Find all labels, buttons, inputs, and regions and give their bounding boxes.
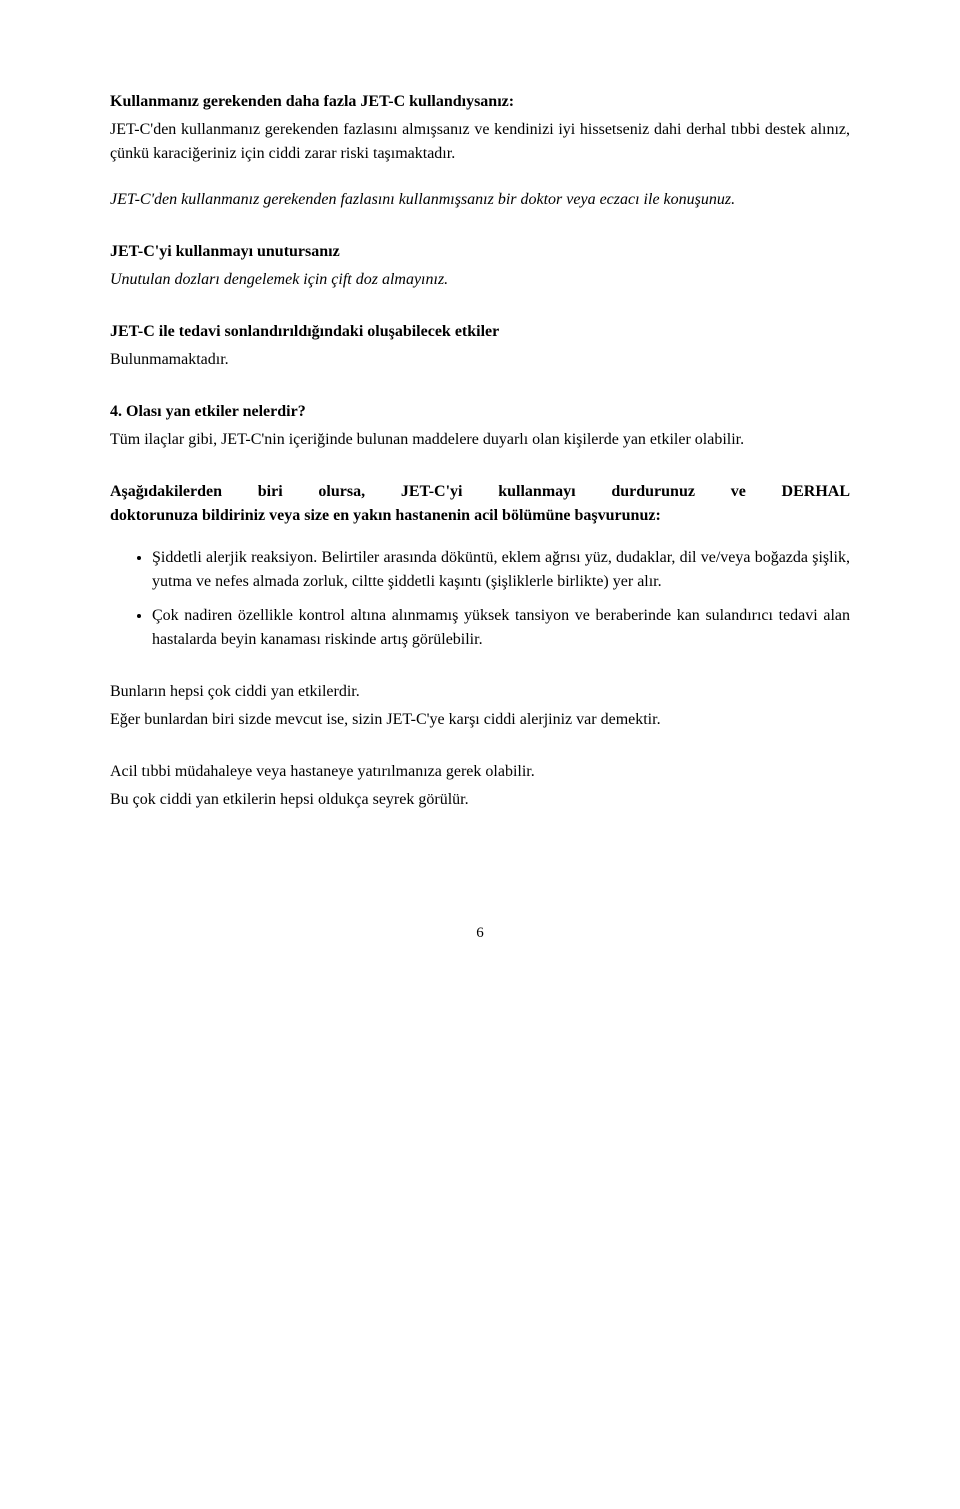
- side-effects-list: Şiddetli alerjik reaksiyon. Belirtiler a…: [110, 546, 850, 652]
- paragraph-serious-1: Bunların hepsi çok ciddi yan etkilerdir.: [110, 680, 850, 704]
- warn-w5: kullanmayı: [468, 480, 575, 504]
- heading-side-effects: 4. Olası yan etkiler nelerdir?: [110, 400, 850, 424]
- list-item: Şiddetli alerjik reaksiyon. Belirtiler a…: [152, 546, 850, 594]
- warn-w4: JET-C'yi: [371, 480, 463, 504]
- paragraph-warning: Aşağıdakilerden biri olursa, JET-C'yi ku…: [110, 480, 850, 528]
- paragraph-overdose-1: JET-C'den kullanmanız gerekenden fazlası…: [110, 118, 850, 166]
- heading-stop: JET-C ile tedavi sonlandırıldığındaki ol…: [110, 320, 850, 344]
- warn-line2: doktorunuza bildiriniz veya size en yakı…: [110, 504, 850, 528]
- list-item: Çok nadiren özellikle kontrol altına alı…: [152, 604, 850, 652]
- page-number: 6: [110, 922, 850, 945]
- paragraph-emergency-2: Bu çok ciddi yan etkilerin hepsi oldukça…: [110, 788, 850, 812]
- heading-forget: JET-C'yi kullanmayı unutursanız: [110, 240, 850, 264]
- warn-w6: durdurunuz: [581, 480, 695, 504]
- warn-w7: ve: [701, 480, 746, 504]
- warn-w3: olursa,: [288, 480, 365, 504]
- warn-w1: Aşağıdakilerden: [110, 480, 222, 504]
- warn-w2: biri: [228, 480, 283, 504]
- paragraph-overdose-2: JET-C'den kullanmanız gerekenden fazlası…: [110, 188, 850, 212]
- paragraph-side-effects-intro: Tüm ilaçlar gibi, JET-C'nin içeriğinde b…: [110, 428, 850, 452]
- paragraph-stop: Bulunmamaktadır.: [110, 348, 850, 372]
- paragraph-serious-2: Eğer bunlardan biri sizde mevcut ise, si…: [110, 708, 850, 732]
- warn-w8: DERHAL: [752, 480, 850, 504]
- paragraph-emergency-1: Acil tıbbi müdahaleye veya hastaneye yat…: [110, 760, 850, 784]
- heading-overdose: Kullanmanız gerekenden daha fazla JET-C …: [110, 90, 850, 114]
- paragraph-forget: Unutulan dozları dengelemek için çift do…: [110, 268, 850, 292]
